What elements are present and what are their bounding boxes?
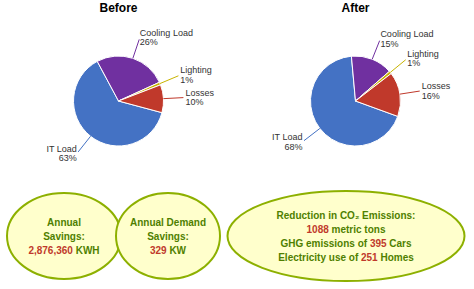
svg-text:Reduction in CO₂ Emissions:: Reduction in CO₂ Emissions:	[277, 210, 416, 221]
svg-text:2,876,360 KWH: 2,876,360 KWH	[28, 245, 99, 256]
svg-text:IT Load63%: IT Load63%	[47, 144, 77, 164]
svg-text:Electricity use of 251 Homes: Electricity use of 251 Homes	[278, 252, 414, 263]
svg-text:Lighting1%: Lighting1%	[407, 49, 439, 69]
svg-text:Losses16%: Losses16%	[422, 81, 451, 101]
svg-text:Losses10%: Losses10%	[185, 88, 214, 108]
svg-text:Cooling Load15%: Cooling Load15%	[380, 29, 433, 49]
svg-text:329 KW: 329 KW	[150, 245, 187, 256]
svg-text:Cooling Load26%: Cooling Load26%	[140, 28, 193, 48]
html-text:After: After	[341, 1, 370, 15]
svg-text:GHG emissions of 395 Cars: GHG emissions of 395 Cars	[280, 238, 412, 249]
html-text:Before: Before	[99, 1, 138, 15]
svg-text:Annual: Annual	[47, 217, 81, 228]
svg-text:1088 metric tons: 1088 metric tons	[307, 224, 386, 235]
svg-text:Savings:: Savings:	[43, 231, 85, 242]
svg-text:Annual Demand: Annual Demand	[130, 217, 206, 228]
svg-text:IT Load68%: IT Load68%	[272, 132, 302, 152]
svg-text:Savings:: Savings:	[147, 231, 189, 242]
svg-text:Lighting1%: Lighting1%	[180, 65, 212, 85]
